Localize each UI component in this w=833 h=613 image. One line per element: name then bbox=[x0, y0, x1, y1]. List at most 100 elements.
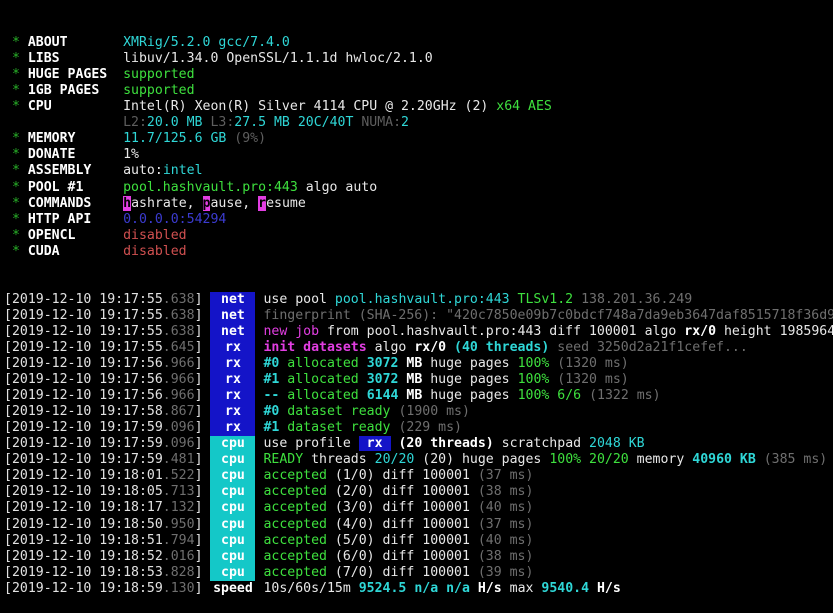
log-badge-cpu: cpu bbox=[210, 468, 256, 485]
log-timestamp-ms: .638 bbox=[162, 307, 195, 323]
log-timestamp-ms: .950 bbox=[162, 516, 195, 532]
info-label: ABOUT bbox=[27, 35, 124, 51]
log-timestamp-close: ] bbox=[194, 372, 211, 388]
command-rest-0: ashrate, bbox=[131, 195, 203, 211]
info-value: 1% bbox=[123, 147, 139, 163]
log-timestamp: [2019-12-10 19:17:58 bbox=[4, 404, 163, 420]
l3-label: L3: bbox=[210, 115, 235, 131]
log-text-0: use pool bbox=[263, 291, 335, 307]
info-label: MEMORY bbox=[27, 131, 124, 147]
log-text-1: (7/0) diff bbox=[326, 564, 423, 580]
log-line: [2019-12-10 19:17:56.966] rx #0 allocate… bbox=[4, 356, 833, 373]
log-text-3 bbox=[470, 565, 478, 580]
log-timestamp-ms: .828 bbox=[162, 564, 195, 580]
assembly-prefix: auto: bbox=[123, 163, 163, 179]
log-text-9: (1322 ms) bbox=[589, 388, 661, 404]
log-text-4: (40 ms) bbox=[477, 532, 534, 548]
log-text-1: (3/0) diff bbox=[326, 500, 423, 516]
log-timestamp: [2019-12-10 19:17:59 bbox=[4, 420, 163, 436]
log-text-8 bbox=[756, 452, 764, 467]
pool-algo: algo auto bbox=[305, 179, 378, 195]
info-row-1gb-pages: * 1GB PAGES supported bbox=[4, 83, 833, 99]
info-value: XMRig/5.2.0 gcc/7.4.0 bbox=[123, 35, 290, 51]
info-label: HUGE PAGES bbox=[27, 67, 124, 83]
log-line: [2019-12-10 19:18:50.950] cpu accepted (… bbox=[4, 516, 833, 533]
log-text-9: H/s bbox=[596, 580, 621, 596]
info-row-donate: * DONATE 1% bbox=[4, 147, 833, 163]
log-timestamp-close: ] bbox=[194, 452, 211, 468]
log-text-4: huge pages bbox=[422, 388, 518, 404]
log-text-2: 6144 bbox=[366, 388, 399, 404]
log-text-3: MB bbox=[398, 388, 423, 404]
log-timestamp-close: ] bbox=[194, 307, 211, 323]
log-text-4 bbox=[470, 581, 478, 596]
log-text-0: accepted bbox=[263, 484, 327, 500]
bullet-icon: * bbox=[4, 227, 28, 243]
log-timestamp: [2019-12-10 19:18:17 bbox=[4, 500, 163, 516]
log-timestamp-close: ] bbox=[194, 500, 211, 516]
log-timestamp-close: ] bbox=[194, 388, 211, 404]
info-label: ASSEMBLY bbox=[27, 163, 124, 179]
log-timestamp-close: ] bbox=[194, 484, 211, 500]
log-text-4: (37 ms) bbox=[477, 516, 534, 532]
log-text-3: MB bbox=[398, 372, 423, 388]
log-timestamp-close: ] bbox=[194, 548, 211, 564]
log-text-1: threads bbox=[303, 452, 375, 468]
log-timestamp-close: ] bbox=[194, 468, 211, 484]
log-timestamp-ms: .645 bbox=[162, 339, 195, 355]
info-value[interactable]: 0.0.0.0:54294 bbox=[123, 211, 227, 227]
log-badge-cpu: cpu bbox=[210, 564, 256, 581]
bullet-icon: * bbox=[4, 83, 28, 99]
info-label: DONATE bbox=[27, 147, 124, 163]
log-text-3: diff bbox=[541, 323, 589, 339]
log-timestamp: [2019-12-10 19:17:55 bbox=[4, 291, 163, 307]
log-line: [2019-12-10 19:17:56.966] rx #1 allocate… bbox=[4, 372, 833, 389]
log-text-0: accepted bbox=[263, 532, 327, 548]
log-text-5: 138.201.36.249 bbox=[581, 291, 693, 307]
bullet-icon: * bbox=[4, 67, 28, 83]
log-text-1: (6/0) diff bbox=[326, 548, 423, 564]
log-text-0: accepted bbox=[263, 548, 327, 564]
log-text-9: (385 ms) bbox=[763, 452, 828, 468]
log-timestamp: [2019-12-10 19:18:59 bbox=[4, 580, 163, 596]
spacer bbox=[255, 565, 263, 581]
log-timestamp: [2019-12-10 19:17:55 bbox=[4, 323, 163, 339]
command-key-0[interactable]: h bbox=[123, 195, 132, 211]
spacer bbox=[4, 115, 123, 130]
log-timestamp: [2019-12-10 19:17:59 bbox=[4, 452, 163, 468]
log-text-3: (20 threads) bbox=[398, 436, 494, 452]
log-badge-rx: rx bbox=[210, 372, 256, 389]
log-text-5: 100% bbox=[517, 356, 550, 372]
log-timestamp-ms: .132 bbox=[162, 500, 195, 516]
log-timestamp-ms: .966 bbox=[162, 372, 195, 388]
log-text-3 bbox=[470, 517, 478, 532]
info-value: disabled bbox=[123, 243, 187, 259]
l2-value: 20.0 MB bbox=[146, 115, 211, 131]
log-text-2: 3072 bbox=[366, 372, 399, 388]
log-text-3: TLSv1.2 bbox=[517, 291, 574, 307]
info-value: disabled bbox=[123, 227, 187, 243]
log-text-1: (5/0) diff bbox=[326, 532, 423, 548]
bullet-icon: * bbox=[4, 131, 28, 147]
log-line: [2019-12-10 19:18:51.794] cpu accepted (… bbox=[4, 532, 833, 549]
log-text-2: 100001 bbox=[422, 468, 470, 484]
log-timestamp: [2019-12-10 19:17:59 bbox=[4, 436, 163, 452]
log-text-3: (1900 ms) bbox=[398, 404, 470, 420]
log-timestamp-ms: .794 bbox=[162, 532, 195, 548]
log-timestamp-ms: .096 bbox=[162, 420, 195, 436]
log-badge-cpu: cpu bbox=[210, 532, 256, 549]
command-key-1[interactable]: p bbox=[202, 195, 211, 211]
log-line: [2019-12-10 19:18:05.713] cpu accepted (… bbox=[4, 484, 833, 501]
info-row-about: * ABOUT XMRig/5.2.0 gcc/7.4.0 bbox=[4, 35, 833, 51]
log-timestamp: [2019-12-10 19:18:52 bbox=[4, 548, 163, 564]
bullet-icon: * bbox=[4, 51, 28, 67]
log-badge-cpu: cpu bbox=[210, 548, 256, 565]
log-text-1: allocated bbox=[279, 356, 367, 372]
command-key-2[interactable]: r bbox=[258, 195, 267, 211]
log-text-5: 100% bbox=[517, 372, 550, 388]
log-timestamp-close: ] bbox=[194, 436, 211, 452]
log-badge-plain: speed bbox=[213, 580, 253, 596]
log-text-3 bbox=[470, 500, 478, 515]
log-timestamp: [2019-12-10 19:18:05 bbox=[4, 484, 163, 500]
